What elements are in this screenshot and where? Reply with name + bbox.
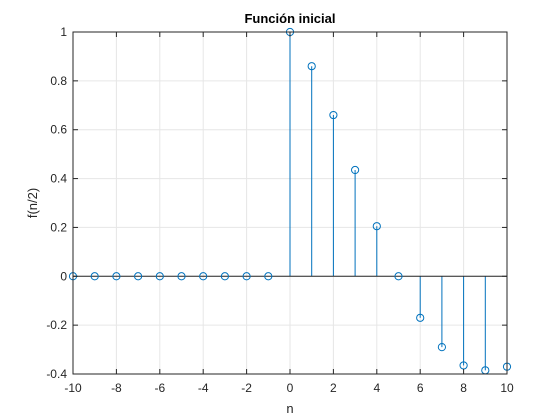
y-tick-label: -0.4	[46, 367, 67, 381]
x-axis-label: n	[286, 401, 293, 416]
x-tick-label: 6	[417, 381, 424, 395]
x-tick-label: -6	[154, 381, 165, 395]
stem-marker	[394, 272, 403, 281]
stem-marker	[155, 272, 164, 281]
stem-marker	[437, 343, 446, 352]
y-tick-label: 0.6	[50, 123, 67, 137]
stem-marker	[264, 272, 273, 281]
stem-marker	[90, 272, 99, 281]
x-tick-label: 8	[460, 381, 467, 395]
x-tick-label: -2	[241, 381, 252, 395]
x-tick-label: 0	[287, 381, 294, 395]
y-tick-label: 0.4	[50, 172, 67, 186]
chart-title: Función inicial	[244, 11, 335, 26]
stem-marker	[112, 272, 121, 281]
y-tick-label: -0.2	[46, 318, 67, 332]
axis-ticks	[72, 31, 508, 375]
stem-marker	[372, 222, 381, 231]
x-tick-label: -8	[111, 381, 122, 395]
x-tick-label: 2	[330, 381, 337, 395]
y-tick-label: 1	[60, 25, 67, 39]
stem-marker	[351, 165, 360, 175]
stem-marker	[242, 272, 251, 281]
x-tick-label: -10	[64, 381, 82, 395]
x-tick-label: -4	[198, 381, 209, 395]
stem-series	[289, 32, 508, 371]
x-tick-labels: -10 -8 -6 -4 -2 0 2 4 6 8 10	[64, 381, 514, 395]
stem-marker	[416, 313, 425, 322]
y-axis-label: f(n/2)	[25, 188, 40, 218]
y-tick-label: 0.2	[50, 220, 67, 234]
stem-marker	[199, 272, 208, 281]
stem-marker	[134, 272, 143, 281]
stem-marker	[307, 62, 316, 71]
y-tick-label: 0.8	[50, 74, 67, 88]
stem-marker	[177, 272, 186, 281]
x-tick-label: 10	[500, 381, 514, 395]
stem-marker	[220, 272, 229, 281]
stem-marker	[329, 110, 338, 120]
x-tick-label: 4	[373, 381, 380, 395]
y-tick-labels: -0.4 -0.2 0 0.2 0.4 0.6 0.8 1	[46, 25, 67, 381]
y-tick-label: 0	[60, 269, 67, 283]
